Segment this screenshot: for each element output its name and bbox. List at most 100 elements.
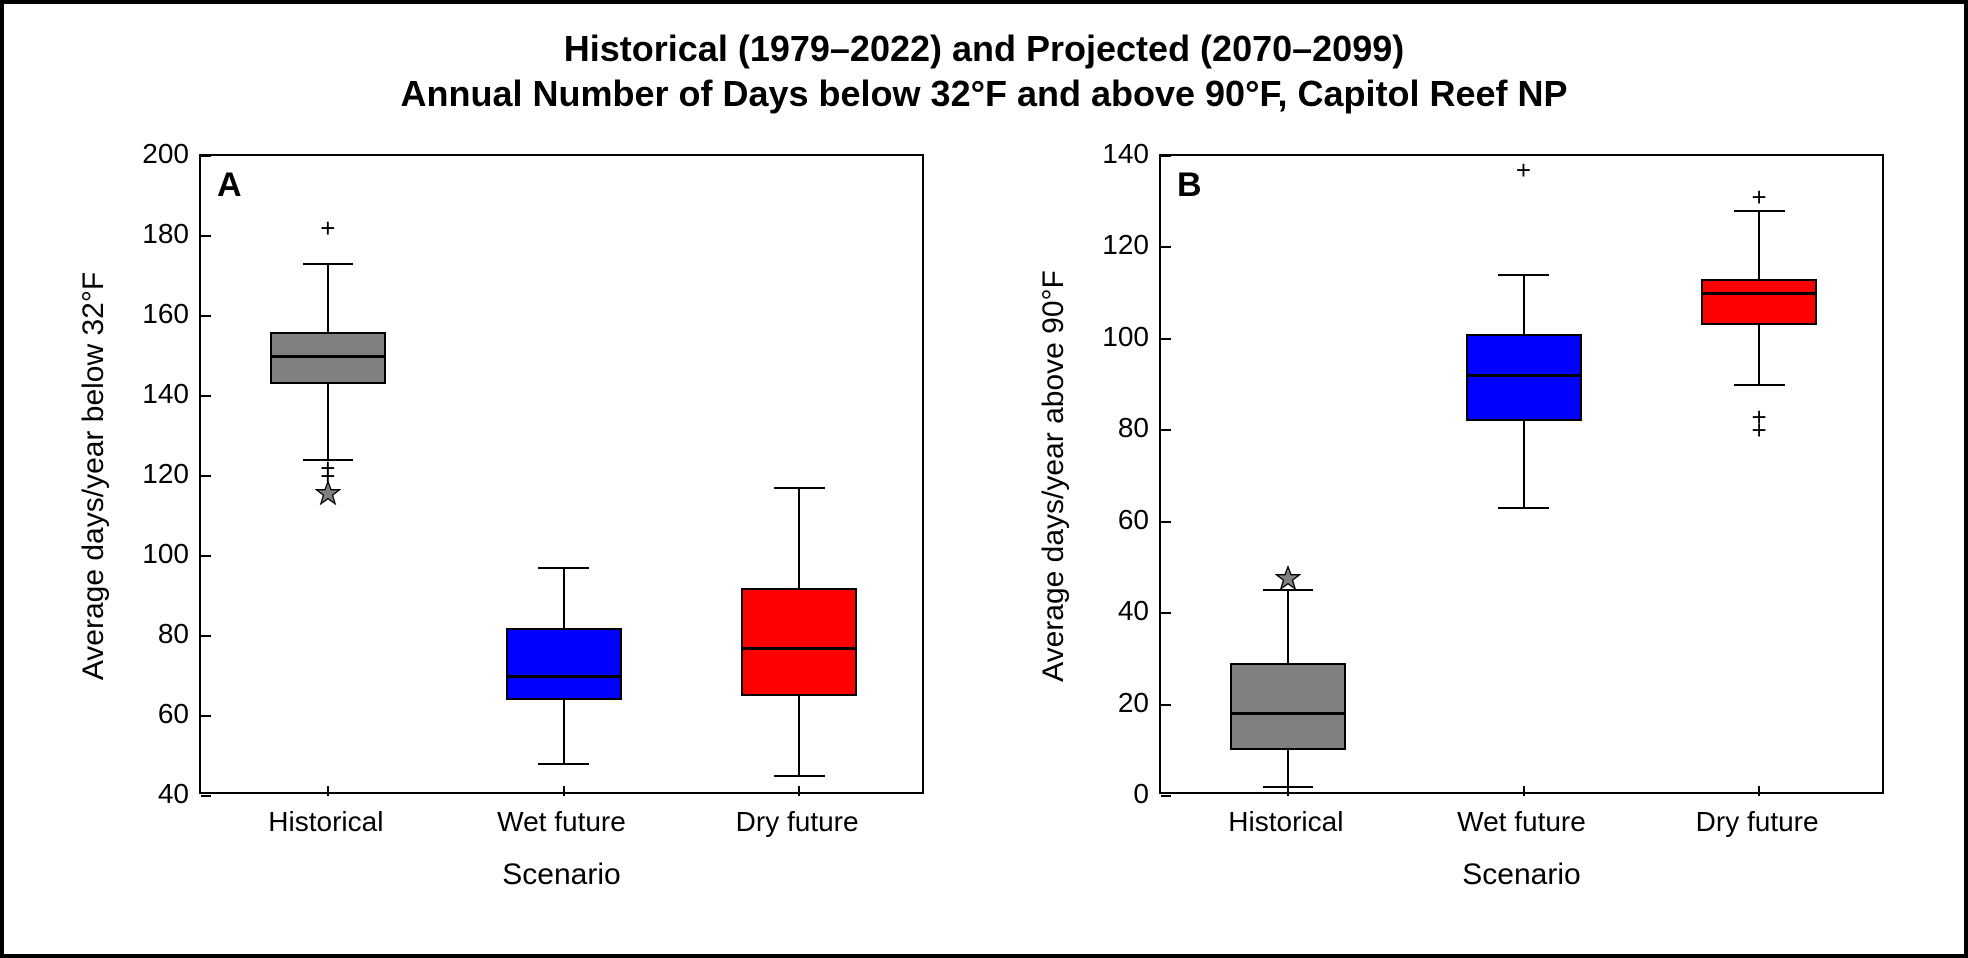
whisker-cap [774, 487, 825, 489]
whisker-cap [1263, 786, 1314, 788]
y-axis-label-B: Average days/year above 90°F [1037, 156, 1071, 796]
box-dry-future [741, 588, 857, 696]
panel-A: +++ AAverage days/year below 32°FScenari… [64, 154, 944, 924]
whisker [327, 264, 329, 332]
whisker-cap [1734, 384, 1785, 386]
y-tick-label: 140 [1069, 138, 1149, 170]
y-tick-label: 140 [109, 378, 189, 410]
x-tick-label: Historical [1176, 806, 1396, 838]
x-tick [1758, 786, 1760, 796]
whisker [1287, 750, 1289, 787]
title-line-1: Historical (1979–2022) and Projected (20… [4, 26, 1964, 71]
x-tick-label: Dry future [687, 806, 907, 838]
median-line [741, 647, 857, 650]
box-dry-future [1701, 279, 1817, 325]
y-tick [1161, 429, 1171, 431]
y-tick-label: 120 [1069, 229, 1149, 261]
y-tick-label: 100 [109, 538, 189, 570]
y-tick [1161, 338, 1171, 340]
outlier-marker: + [320, 455, 335, 481]
whisker [1758, 325, 1760, 384]
y-tick-label: 20 [1069, 687, 1149, 719]
x-tick-label: Historical [216, 806, 436, 838]
y-tick [201, 315, 211, 317]
y-tick-label: 100 [1069, 321, 1149, 353]
whisker-cap [538, 567, 589, 569]
box-wet-future [506, 628, 622, 700]
x-axis-label-A: Scenario [199, 858, 924, 892]
y-tick [201, 555, 211, 557]
box-historical [1230, 663, 1346, 750]
outlier-marker: + [1516, 157, 1531, 183]
y-tick-label: 40 [1069, 595, 1149, 627]
whisker [1523, 421, 1525, 508]
whisker-cap [303, 263, 354, 265]
y-tick [1161, 612, 1171, 614]
y-tick [1161, 704, 1171, 706]
box-historical [270, 332, 386, 384]
whisker [563, 700, 565, 764]
star-icon [1275, 566, 1301, 597]
star-icon [315, 481, 341, 512]
outlier-marker: + [320, 215, 335, 241]
box-wet-future [1466, 334, 1582, 421]
panel-letter-A: A [217, 166, 242, 205]
panels-row: + + + A Average days/year below 32°F Scenari… [64, 154, 1904, 924]
y-tick [201, 795, 211, 797]
y-tick [201, 395, 211, 397]
figure-title: Historical (1979–2022) and Projected (20… [4, 26, 1964, 116]
x-tick-label: Dry future [1647, 806, 1867, 838]
whisker-cap [1498, 274, 1549, 276]
whisker-cap [538, 763, 589, 765]
x-tick-label: Wet future [1412, 806, 1632, 838]
y-tick [1161, 246, 1171, 248]
median-line [1701, 292, 1817, 295]
whisker [327, 384, 329, 460]
x-tick [563, 786, 565, 796]
x-tick-label: Wet future [452, 806, 672, 838]
figure-container: Historical (1979–2022) and Projected (20… [0, 0, 1968, 958]
whisker [798, 696, 800, 776]
median-line [1230, 712, 1346, 715]
x-tick [1523, 786, 1525, 796]
y-tick-label: 180 [109, 218, 189, 250]
y-tick-label: 40 [109, 778, 189, 810]
y-tick-label: 200 [109, 138, 189, 170]
plot-area-B: ++++ [1159, 154, 1884, 794]
x-tick [798, 786, 800, 796]
x-axis-label-B: Scenario [1159, 858, 1884, 892]
y-tick-label: 60 [1069, 504, 1149, 536]
outlier-marker: + [1752, 184, 1767, 210]
y-tick-label: 160 [109, 298, 189, 330]
whisker [563, 568, 565, 628]
whisker [1758, 211, 1760, 280]
title-line-2: Annual Number of Days below 32°F and abo… [4, 71, 1964, 116]
y-tick-label: 80 [109, 618, 189, 650]
y-tick [1161, 795, 1171, 797]
y-tick [201, 635, 211, 637]
whisker [798, 488, 800, 588]
plot-area-A: +++ [199, 154, 924, 794]
y-tick-label: 80 [1069, 412, 1149, 444]
median-line [1466, 374, 1582, 377]
whisker [1523, 275, 1525, 334]
y-tick-label: 0 [1069, 778, 1149, 810]
y-tick [1161, 155, 1171, 157]
x-tick [327, 786, 329, 796]
whisker-cap [1498, 507, 1549, 509]
y-axis-label-A: Average days/year below 32°F [77, 156, 111, 796]
panel-B: ++++BAverage days/year above 90°FScenari… [1024, 154, 1904, 924]
y-tick [201, 715, 211, 717]
y-tick [201, 155, 211, 157]
y-tick [201, 235, 211, 237]
whisker [1287, 590, 1289, 663]
y-tick-label: 60 [109, 698, 189, 730]
y-tick [201, 475, 211, 477]
whisker-cap [774, 775, 825, 777]
outlier-marker: + [1752, 404, 1767, 430]
median-line [506, 675, 622, 678]
y-tick [1161, 521, 1171, 523]
y-tick-label: 120 [109, 458, 189, 490]
median-line [270, 355, 386, 358]
panel-letter-B: B [1177, 166, 1202, 205]
